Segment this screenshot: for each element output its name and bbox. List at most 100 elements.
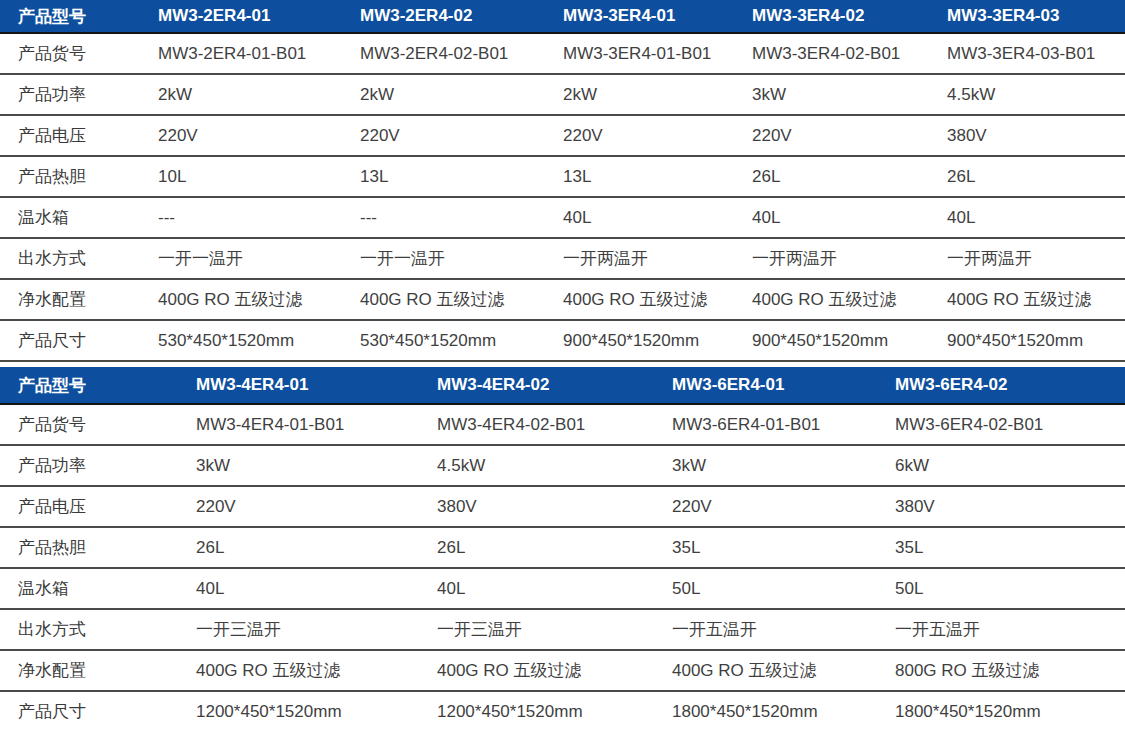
model-header-cell: MW3-6ER4-01 xyxy=(654,367,877,404)
spec-row-filtration: 净水配置 400G RO 五级过滤 400G RO 五级过滤 400G RO 五… xyxy=(0,279,1125,320)
row-label: 净水配置 xyxy=(0,279,140,320)
row-label: 出水方式 xyxy=(0,609,178,650)
spec-value-cell: 400G RO 五级过滤 xyxy=(929,279,1125,320)
spec-value-cell: 4.5kW xyxy=(419,445,654,486)
spec-value-cell: 一开两温开 xyxy=(734,238,929,279)
spec-row-power: 产品功率 3kW 4.5kW 3kW 6kW xyxy=(0,445,1125,486)
spec-value-cell: 一开五温开 xyxy=(877,609,1125,650)
spec-value-cell: 400G RO 五级过滤 xyxy=(342,279,545,320)
spec-value-cell: 800G RO 五级过滤 xyxy=(877,650,1125,691)
model-header-row: 产品型号 MW3-2ER4-01 MW3-2ER4-02 MW3-3ER4-01… xyxy=(0,0,1125,33)
spec-value-cell: 一开五温开 xyxy=(654,609,877,650)
spec-row-voltage: 产品电压 220V 380V 220V 380V xyxy=(0,486,1125,527)
spec-value-cell: 380V xyxy=(877,486,1125,527)
spec-value-cell: --- xyxy=(342,197,545,238)
spec-row-warm-tank: 温水箱 40L 40L 50L 50L xyxy=(0,568,1125,609)
spec-row-dimensions: 产品尺寸 530*450*1520mm 530*450*1520mm 900*4… xyxy=(0,320,1125,361)
spec-value-cell: 10L xyxy=(140,156,342,197)
spec-value-cell: 26L xyxy=(178,527,419,568)
spec-value-cell: 220V xyxy=(654,486,877,527)
row-label: 产品热胆 xyxy=(0,527,178,568)
spec-row-hot-tank: 产品热胆 10L 13L 13L 26L 26L xyxy=(0,156,1125,197)
model-header-cell: MW3-6ER4-02 xyxy=(877,367,1125,404)
model-header-cell: MW3-3ER4-02 xyxy=(734,0,929,33)
row-label: 温水箱 xyxy=(0,568,178,609)
model-header-cell: MW3-4ER4-02 xyxy=(419,367,654,404)
spec-value-cell: 35L xyxy=(877,527,1125,568)
spec-value-cell: 1200*450*1520mm xyxy=(419,691,654,730)
spec-value-cell: 380V xyxy=(419,486,654,527)
spec-value-cell: 220V xyxy=(342,115,545,156)
spec-value-cell: 40L xyxy=(734,197,929,238)
spec-value-cell: MW3-3ER4-03-B01 xyxy=(929,33,1125,74)
spec-value-cell: MW3-6ER4-02-B01 xyxy=(877,404,1125,445)
spec-value-cell: 3kW xyxy=(734,74,929,115)
row-label: 温水箱 xyxy=(0,197,140,238)
spec-value-cell: --- xyxy=(140,197,342,238)
spec-value-cell: 一开两温开 xyxy=(929,238,1125,279)
model-header-row: 产品型号 MW3-4ER4-01 MW3-4ER4-02 MW3-6ER4-01… xyxy=(0,367,1125,404)
spec-value-cell: 530*450*1520mm xyxy=(342,320,545,361)
spec-value-cell: 40L xyxy=(178,568,419,609)
spec-row-power: 产品功率 2kW 2kW 2kW 3kW 4.5kW xyxy=(0,74,1125,115)
header-label: 产品型号 xyxy=(0,0,140,33)
row-label: 产品货号 xyxy=(0,33,140,74)
spec-value-cell: 2kW xyxy=(545,74,734,115)
spec-row-outlet-mode: 出水方式 一开三温开 一开三温开 一开五温开 一开五温开 xyxy=(0,609,1125,650)
spec-table-lower: 产品型号 MW3-4ER4-01 MW3-4ER4-02 MW3-6ER4-01… xyxy=(0,367,1125,730)
spec-value-cell: 13L xyxy=(342,156,545,197)
spec-value-cell: 26L xyxy=(419,527,654,568)
model-header-cell: MW3-3ER4-01 xyxy=(545,0,734,33)
spec-row-warm-tank: 温水箱 --- --- 40L 40L 40L xyxy=(0,197,1125,238)
header-label: 产品型号 xyxy=(0,367,178,404)
spec-value-cell: MW3-2ER4-02-B01 xyxy=(342,33,545,74)
spec-value-cell: 1800*450*1520mm xyxy=(654,691,877,730)
spec-value-cell: 一开三温开 xyxy=(178,609,419,650)
model-header-cell: MW3-2ER4-02 xyxy=(342,0,545,33)
spec-value-cell: 380V xyxy=(929,115,1125,156)
spec-row-item-number: 产品货号 MW3-4ER4-01-B01 MW3-4ER4-02-B01 MW3… xyxy=(0,404,1125,445)
spec-value-cell: MW3-2ER4-01-B01 xyxy=(140,33,342,74)
spec-table-upper: 产品型号 MW3-2ER4-01 MW3-2ER4-02 MW3-3ER4-01… xyxy=(0,0,1125,362)
spec-value-cell: 40L xyxy=(545,197,734,238)
spec-value-cell: 530*450*1520mm xyxy=(140,320,342,361)
spec-value-cell: MW3-3ER4-02-B01 xyxy=(734,33,929,74)
spec-row-item-number: 产品货号 MW3-2ER4-01-B01 MW3-2ER4-02-B01 MW3… xyxy=(0,33,1125,74)
spec-value-cell: 13L xyxy=(545,156,734,197)
spec-value-cell: 220V xyxy=(140,115,342,156)
spec-value-cell: 26L xyxy=(929,156,1125,197)
spec-value-cell: 3kW xyxy=(654,445,877,486)
spec-value-cell: 400G RO 五级过滤 xyxy=(178,650,419,691)
spec-value-cell: 50L xyxy=(654,568,877,609)
spec-value-cell: 一开三温开 xyxy=(419,609,654,650)
spec-value-cell: 1200*450*1520mm xyxy=(178,691,419,730)
spec-value-cell: 40L xyxy=(419,568,654,609)
row-label: 净水配置 xyxy=(0,650,178,691)
spec-value-cell: 1800*450*1520mm xyxy=(877,691,1125,730)
spec-value-cell: 900*450*1520mm xyxy=(545,320,734,361)
spec-value-cell: 220V xyxy=(178,486,419,527)
row-label: 产品电压 xyxy=(0,115,140,156)
spec-value-cell: 900*450*1520mm xyxy=(929,320,1125,361)
model-header-cell: MW3-2ER4-01 xyxy=(140,0,342,33)
model-header-cell: MW3-4ER4-01 xyxy=(178,367,419,404)
spec-value-cell: 400G RO 五级过滤 xyxy=(734,279,929,320)
spec-value-cell: 900*450*1520mm xyxy=(734,320,929,361)
spec-row-filtration: 净水配置 400G RO 五级过滤 400G RO 五级过滤 400G RO 五… xyxy=(0,650,1125,691)
spec-value-cell: MW3-4ER4-01-B01 xyxy=(178,404,419,445)
spec-value-cell: MW3-3ER4-01-B01 xyxy=(545,33,734,74)
spec-value-cell: 6kW xyxy=(877,445,1125,486)
spec-value-cell: 220V xyxy=(734,115,929,156)
spec-value-cell: 400G RO 五级过滤 xyxy=(140,279,342,320)
spec-value-cell: 400G RO 五级过滤 xyxy=(545,279,734,320)
spec-value-cell: 一开一温开 xyxy=(342,238,545,279)
row-label: 出水方式 xyxy=(0,238,140,279)
spec-value-cell: MW3-4ER4-02-B01 xyxy=(419,404,654,445)
spec-row-dimensions: 产品尺寸 1200*450*1520mm 1200*450*1520mm 180… xyxy=(0,691,1125,730)
row-label: 产品电压 xyxy=(0,486,178,527)
model-header-cell: MW3-3ER4-03 xyxy=(929,0,1125,33)
spec-value-cell: 2kW xyxy=(342,74,545,115)
spec-value-cell: 26L xyxy=(734,156,929,197)
spec-value-cell: 2kW xyxy=(140,74,342,115)
spec-value-cell: 4.5kW xyxy=(929,74,1125,115)
